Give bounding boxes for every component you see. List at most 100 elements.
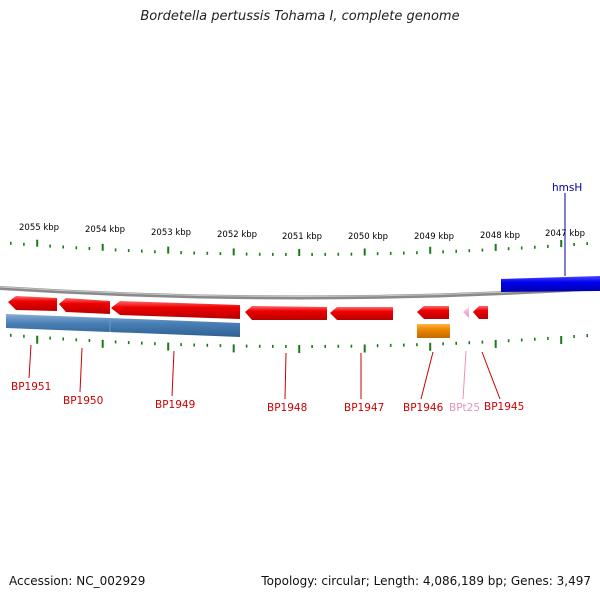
scale-label: 2049 kbp (414, 232, 454, 242)
BPt25-leader (462, 350, 467, 400)
BP1949-leader (171, 350, 175, 397)
gene-BP1946-arrow (417, 306, 449, 319)
gene-label-BP1949: BP1949 (155, 399, 195, 411)
minor-tick (272, 344, 274, 348)
minor-tick (442, 342, 444, 346)
minor-tick (154, 342, 156, 346)
major-tick (363, 248, 366, 256)
minor-tick (416, 343, 418, 347)
major-tick (101, 243, 104, 251)
minor-tick (520, 338, 523, 342)
scale-label: 2052 kbp (217, 230, 257, 240)
minor-tick (285, 253, 287, 256)
minor-tick (481, 248, 484, 252)
gene-leaders (28, 344, 501, 400)
minor-tick (62, 245, 64, 249)
minor-tick (442, 250, 444, 254)
minor-tick (258, 252, 261, 256)
major-tick (429, 342, 432, 351)
major-tick (36, 239, 39, 247)
minor-tick (49, 244, 51, 248)
minor-tick (127, 249, 130, 253)
gene-hmsH (501, 276, 600, 292)
scale-label: 2050 kbp (348, 232, 388, 242)
minor-tick (455, 341, 457, 345)
BP1945-leader (481, 351, 501, 400)
gene-label-BPt25: BPt25 (449, 402, 480, 414)
minor-tick (75, 246, 78, 250)
minor-tick (520, 246, 523, 250)
minor-tick (481, 340, 484, 344)
gene-label-BP1948: BP1948 (267, 402, 307, 414)
major-tick (363, 344, 366, 353)
major-tick (298, 249, 301, 256)
gene-label-BP1950: BP1950 (63, 395, 103, 407)
minor-tick (180, 251, 182, 255)
minor-tick (389, 343, 392, 347)
minor-tick (23, 242, 25, 246)
accession-text: Accession: NC_002929 (9, 574, 146, 588)
minor-tick (75, 338, 78, 342)
minor-tick (455, 249, 457, 253)
gene-label-BP1951: BP1951 (11, 381, 51, 393)
scale-label: 2055 kbp (19, 223, 59, 233)
gene-label-BP1945: BP1945 (484, 401, 524, 413)
minor-tick (10, 241, 12, 245)
minor-tick (403, 251, 405, 255)
hmsH-annotation: hmsH (552, 182, 582, 276)
reverse-strand-genes (8, 296, 488, 320)
minor-tick (88, 247, 91, 250)
major-tick (167, 246, 170, 254)
major-tick (560, 240, 563, 247)
lower-ticks (10, 333, 588, 353)
major-tick (560, 336, 563, 344)
minor-tick (114, 340, 117, 344)
minor-tick (49, 336, 51, 340)
gene-BP1950-arrow (59, 298, 110, 314)
gene-BP1951-arrow (8, 296, 57, 311)
minor-tick (337, 344, 340, 348)
minor-tick (285, 345, 287, 348)
scale-label: 2054 kbp (85, 225, 125, 235)
minor-tick (23, 334, 25, 338)
minor-tick (88, 339, 91, 342)
minor-tick (573, 243, 575, 246)
minor-tick (193, 251, 195, 255)
minor-tick (127, 341, 130, 345)
gene-labels: BP1951 BP1950 BP1949 BP1948 BP1947 BP194… (11, 381, 524, 414)
major-tick (36, 335, 39, 344)
map-title: Bordetella pertussis Tohama I, complete … (140, 9, 460, 24)
minor-tick (206, 343, 209, 347)
scale-label: 2053 kbp (151, 228, 191, 238)
topology-summary: Topology: circular; Length: 4,086,189 bp… (261, 574, 591, 588)
minor-tick (586, 242, 588, 246)
gene-orange-bar (417, 324, 450, 338)
minor-tick (324, 344, 326, 348)
BP1946-leader (420, 351, 434, 400)
major-tick (494, 243, 497, 251)
minor-tick (350, 344, 353, 348)
minor-tick (534, 337, 536, 341)
BP1950-leader (79, 347, 83, 393)
minor-tick (573, 335, 575, 338)
BP1948-leader (284, 352, 287, 400)
minor-tick (547, 244, 549, 248)
minor-tick (507, 247, 510, 251)
minor-tick (180, 343, 182, 347)
minor-tick (245, 344, 248, 348)
minor-tick (376, 344, 379, 348)
gene-BP1949-arrow (111, 301, 240, 319)
minor-tick (219, 344, 222, 348)
genome-backbone (0, 286, 600, 300)
minor-tick (219, 252, 222, 256)
minor-tick (311, 345, 313, 348)
minor-tick (547, 336, 549, 340)
minor-tick (507, 339, 510, 343)
gene-BP1947-arrow (330, 307, 393, 320)
minor-tick (416, 251, 418, 255)
upper-ticks (10, 239, 588, 256)
minor-tick (586, 334, 588, 338)
gene-label-BP1946: BP1946 (403, 402, 444, 414)
minor-tick (10, 333, 12, 337)
